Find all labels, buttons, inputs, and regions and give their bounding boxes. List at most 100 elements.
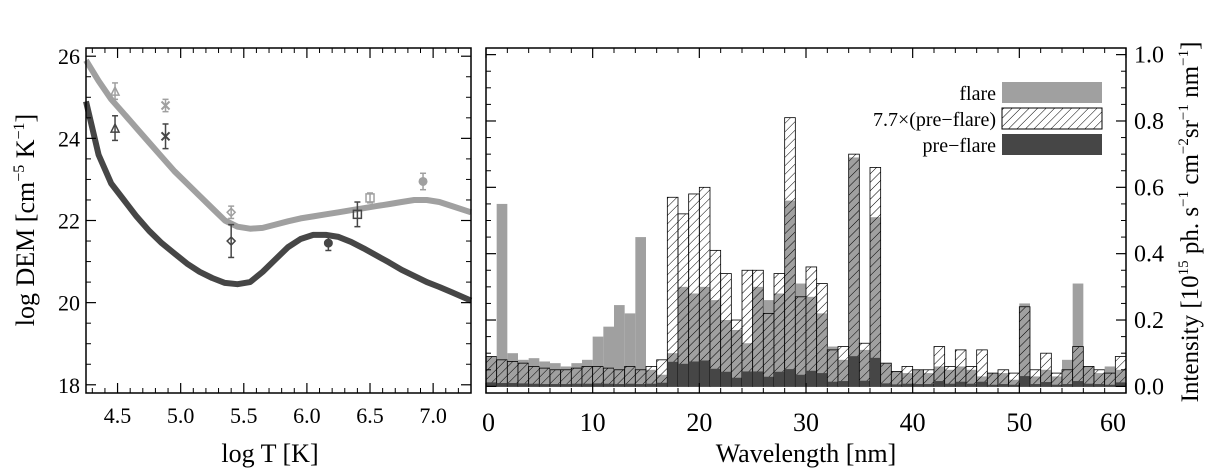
scaled-preflare-bar xyxy=(741,269,754,387)
spectrum-y-tick-label: 0.2 xyxy=(1134,308,1164,334)
scaled-preflare-bar xyxy=(762,312,775,387)
dem-plot-area xyxy=(83,58,473,304)
preflare-bar xyxy=(998,384,1009,387)
preflare-bar xyxy=(955,381,966,387)
dem-y-tick-label: 22 xyxy=(58,209,80,234)
preflare-diamond-marker xyxy=(226,235,237,247)
scaled-preflare-bar xyxy=(709,249,722,387)
preflare-bar xyxy=(678,363,689,387)
preflare-bar xyxy=(656,382,668,387)
preflare-circle-marker xyxy=(323,238,333,248)
preflare-bar xyxy=(496,383,508,387)
preflare-bar xyxy=(539,384,550,387)
dem-y-tick-label: 24 xyxy=(58,126,80,151)
preflare-bar xyxy=(763,376,774,387)
preflare-bar xyxy=(688,361,700,387)
right-panel: 0 10 20 30 40 50 60 0.0 0.2 0.4 0.6 0.8 1.0 flare 7.7… xyxy=(482,42,1204,468)
preflare-bar xyxy=(774,371,785,387)
dem-x-tick-label: 6.0 xyxy=(293,403,321,428)
scaled-preflare-bar xyxy=(666,196,679,387)
preflare-bar xyxy=(976,381,988,387)
preflare-bar xyxy=(507,383,518,387)
preflare-bar xyxy=(1019,376,1030,387)
scaled-preflare-bar xyxy=(965,366,978,387)
dem-x-tick-label: 5.5 xyxy=(230,403,258,428)
scaled-preflare-bar xyxy=(880,362,892,387)
spectrum-y-tick-label: 0.6 xyxy=(1134,175,1164,201)
scaled-preflare-bar xyxy=(752,269,764,387)
preflare-bar xyxy=(902,383,913,387)
flare-x-marker-stroke xyxy=(160,100,171,111)
dem-x-tick-label: 7.0 xyxy=(419,403,447,428)
scaled-preflare-bar xyxy=(1018,306,1031,387)
scaled-preflare-bar xyxy=(805,266,818,387)
flare-bar xyxy=(496,203,508,387)
preflare-bar xyxy=(923,384,934,387)
preflare-x-marker xyxy=(160,131,171,142)
legend-scaled-preflare-label: 7.7×(pre−flare) xyxy=(873,109,996,131)
preflare-bar xyxy=(944,383,956,387)
scaled-preflare-bar xyxy=(901,366,914,387)
scaled-preflare-bar xyxy=(784,117,796,387)
scaled-preflare-bar xyxy=(986,372,999,387)
scaled-preflare-bar xyxy=(848,153,860,387)
spectrum-x-tick-label: 40 xyxy=(900,408,926,437)
flare-x-marker xyxy=(160,100,171,111)
preflare-bar xyxy=(848,356,860,387)
preflare-bar xyxy=(486,382,497,387)
dem-x-axis-label: log T [K] xyxy=(221,439,318,468)
scaled-preflare-bar xyxy=(1061,369,1074,387)
preflare-bar xyxy=(806,370,817,387)
preflare-bar xyxy=(528,383,540,387)
scaled-preflare-bar xyxy=(624,366,636,387)
preflare-bar xyxy=(1115,382,1126,387)
scaled-preflare-bar xyxy=(581,366,594,387)
scaled-preflare-bar xyxy=(730,319,743,387)
preflare-bar xyxy=(646,383,657,387)
preflare-triangle-marker xyxy=(109,122,121,133)
flare-diamond-marker xyxy=(226,207,237,218)
scaled-preflare-bar xyxy=(1114,356,1127,387)
spectrum-x-tick-label: 50 xyxy=(1006,408,1032,437)
scaled-preflare-bar xyxy=(944,366,956,387)
legend-preflare-label: pre−flare xyxy=(923,135,997,157)
preflare-bar xyxy=(742,371,753,387)
preflare-bar xyxy=(1062,384,1073,387)
scaled-preflare-bar xyxy=(613,369,626,387)
preflare-bar xyxy=(710,368,721,387)
preflare-bar xyxy=(582,383,593,387)
preflare-bar xyxy=(560,384,572,387)
preflare-bar xyxy=(518,383,529,387)
dem-x-tick-label: 6.5 xyxy=(356,403,384,428)
scaled-preflare-bar xyxy=(869,167,882,387)
scaled-preflare-bar xyxy=(837,346,850,387)
flare-circle-marker xyxy=(418,176,428,186)
legend-flare-label: flare xyxy=(959,83,996,105)
spectrum-y-tick-label: 0.8 xyxy=(1134,109,1164,135)
preflare-bar xyxy=(880,383,892,387)
scaled-preflare-bar xyxy=(698,186,711,387)
scaled-preflare-bar xyxy=(933,346,946,387)
scaled-preflare-bar xyxy=(560,369,572,387)
scaled-preflare-bar xyxy=(858,342,871,387)
preflare-bar xyxy=(934,381,945,387)
scaled-preflare-bar xyxy=(496,359,508,387)
preflare-bar xyxy=(699,360,710,387)
dem-y-tick-label: 26 xyxy=(58,44,80,69)
flare-bar xyxy=(624,313,636,387)
preflare-bar xyxy=(667,361,678,387)
dem-y-tick-label: 20 xyxy=(58,291,80,316)
spectrum-x-tick-label: 20 xyxy=(686,408,712,437)
scaled-preflare-bar xyxy=(688,193,700,387)
preflare-bar xyxy=(1104,384,1116,387)
scaled-preflare-bar xyxy=(773,273,786,387)
dem-ticks: 4.5 5.0 5.5 6.0 6.5 7.0 18 20 22 24 26 xyxy=(58,44,472,428)
scaled-preflare-bar xyxy=(1093,369,1106,387)
scaled-preflare-bar xyxy=(549,369,562,387)
scaled-preflare-bar xyxy=(816,283,828,387)
preflare-bar xyxy=(912,384,924,387)
spectrum-x-tick-label: 0 xyxy=(482,408,495,437)
preflare-bar xyxy=(752,371,764,387)
left-panel: 4.5 5.0 5.5 6.0 6.5 7.0 18 20 22 24 26 log T [K] l… xyxy=(11,44,473,468)
preflare-bar xyxy=(1072,381,1084,387)
